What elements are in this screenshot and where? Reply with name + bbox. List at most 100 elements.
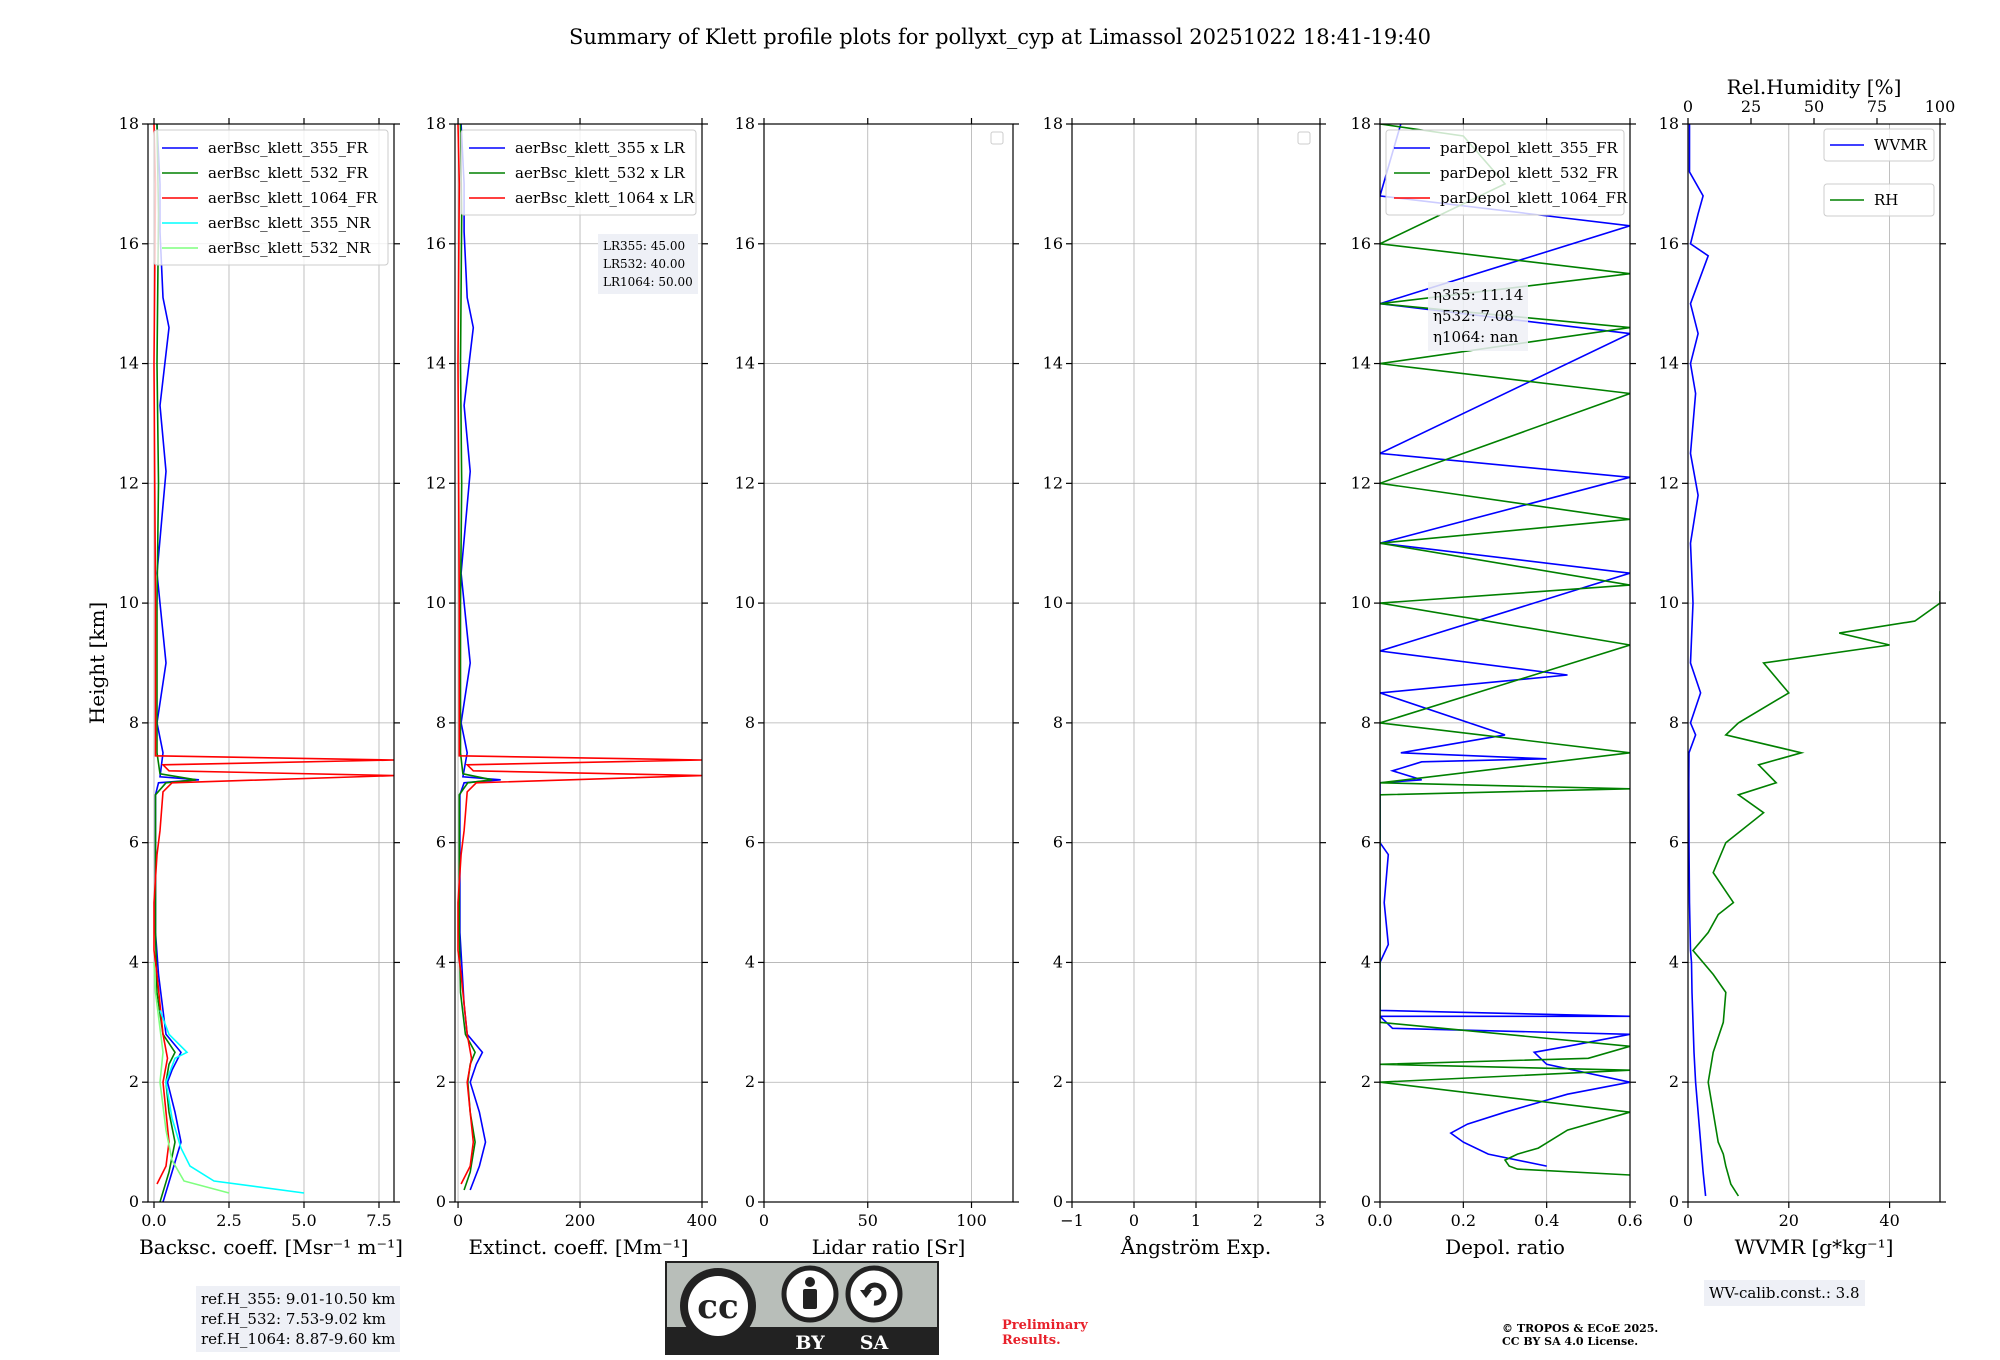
y-tick-label: 10 xyxy=(426,593,446,612)
series-line-WVMR xyxy=(1688,124,1710,1197)
sa-share-icon xyxy=(845,1265,903,1323)
legend-label: WVMR xyxy=(1874,136,1928,154)
x-axis-label: Extinct. coeff. [Mm⁻¹] xyxy=(468,1235,688,1259)
y-tick-label: 14 xyxy=(1043,354,1063,373)
series-line-aerBsc_klett_355 x LR xyxy=(459,124,501,1191)
lr-532: LR532: 40.00 xyxy=(603,257,686,271)
y-tick-label: 4 xyxy=(129,952,139,971)
y-tick-label: 4 xyxy=(1053,952,1063,971)
x-tick-label: 100 xyxy=(956,1211,987,1230)
svg-text:cc: cc xyxy=(697,1287,738,1327)
y-tick-label: 6 xyxy=(436,833,446,852)
y-tick-label: 12 xyxy=(735,473,755,492)
y-tick-label: 16 xyxy=(1659,234,1679,253)
sa-label: SA xyxy=(860,1332,889,1354)
y-tick-label: 12 xyxy=(119,473,139,492)
y-tick-label: 8 xyxy=(129,713,139,732)
y-tick-label: 0 xyxy=(745,1192,755,1211)
series-line-aerBsc_klett_355_NR xyxy=(159,1010,305,1194)
x-tick-label: 20 xyxy=(1779,1211,1799,1230)
y-tick-label: 6 xyxy=(129,833,139,852)
x-tick-label: 7.5 xyxy=(366,1211,391,1230)
y-tick-label: 0 xyxy=(1669,1192,1679,1211)
legend-label: aerBsc_klett_355_NR xyxy=(208,214,371,232)
y-tick-label: 6 xyxy=(1361,833,1371,852)
legend-label: parDepol_klett_532_FR xyxy=(1440,164,1618,182)
eta-532: η532: 7.08 xyxy=(1433,307,1514,325)
x-tick-label: 0.0 xyxy=(1367,1211,1392,1230)
eta-1064: η1064: nan xyxy=(1433,328,1519,346)
y-tick-label: 2 xyxy=(436,1072,446,1091)
legend-label: aerBsc_klett_355_FR xyxy=(208,139,368,157)
x-tick-label: 0 xyxy=(453,1211,463,1230)
by-label: BY xyxy=(795,1332,825,1354)
y-tick-label: 18 xyxy=(119,114,139,133)
y-tick-label: 4 xyxy=(1361,952,1371,971)
y-tick-label: 10 xyxy=(1351,593,1371,612)
y-tick-label: 14 xyxy=(426,354,446,373)
y-tick-label: 18 xyxy=(426,114,446,133)
x-axis-label: Lidar ratio [Sr] xyxy=(812,1235,966,1259)
legend-box xyxy=(1385,129,1625,216)
axes-frame xyxy=(454,123,703,1203)
lidar-ratio-box: LR355: 45.00 LR532: 40.00 LR1064: 50.00 xyxy=(598,234,698,294)
x-axis-label: Backsc. coeff. [Msr⁻¹ m⁻¹] xyxy=(139,1235,403,1259)
y-tick-label: 16 xyxy=(426,234,446,253)
x-tick-label: 2 xyxy=(1253,1211,1263,1230)
eta-box: η355: 11.14 η532: 7.08 η1064: nan xyxy=(1428,282,1529,351)
y-tick-label: 10 xyxy=(1659,593,1679,612)
x-tick-label: 1 xyxy=(1191,1211,1201,1230)
y-tick-label: 14 xyxy=(735,354,755,373)
panel-5: 0 2 4 6 8 10 12 14 16 18 0.0 0.2 0.4 0.6 Depol. ratio p… xyxy=(1351,114,1643,1259)
x-tick-label: 50 xyxy=(858,1211,878,1230)
y-tick-label: 12 xyxy=(1351,473,1371,492)
x-tick-label: 0.0 xyxy=(141,1211,166,1230)
ref-height-1064: ref.H_1064: 8.87-9.60 km xyxy=(201,1330,396,1348)
y-tick-label: 8 xyxy=(1361,713,1371,732)
x-axis-label: WVMR [g*kg⁻¹] xyxy=(1735,1235,1894,1259)
x-tick-label: 0.2 xyxy=(1451,1211,1476,1230)
x-tick-label: 0 xyxy=(759,1211,769,1230)
y-tick-label: 16 xyxy=(1043,234,1063,253)
y-tick-label: 14 xyxy=(1659,354,1679,373)
legend-label: aerBsc_klett_355 x LR xyxy=(515,139,686,157)
empty-legend xyxy=(1297,131,1311,145)
lr-355: LR355: 45.00 xyxy=(603,239,686,253)
legend-box xyxy=(1823,128,1935,162)
copyright-note: © TROPOS & ECoE 2025. CC BY SA 4.0 Licen… xyxy=(1502,1322,1659,1348)
legend-box xyxy=(460,129,697,216)
x-tick-label: 400 xyxy=(687,1211,718,1230)
y-tick-label: 8 xyxy=(745,713,755,732)
x-tick-label: −1 xyxy=(1060,1211,1084,1230)
preliminary-note: Preliminary Results. xyxy=(1002,1318,1088,1348)
x-tick-label: 0.6 xyxy=(1617,1211,1642,1230)
y-tick-label: 18 xyxy=(735,114,755,133)
top-x-axis-label: Rel.Humidity [%] xyxy=(1727,75,1902,99)
x-axis-label: Depol. ratio xyxy=(1445,1235,1565,1259)
y-tick-label: 4 xyxy=(1669,952,1679,971)
legend-label: parDepol_klett_1064_FR xyxy=(1440,189,1628,207)
y-tick-label: 2 xyxy=(1361,1072,1371,1091)
y-tick-label: 6 xyxy=(1669,833,1679,852)
wv-calib-const: WV-calib.const.: 3.8 xyxy=(1709,1284,1860,1302)
y-tick-label: 14 xyxy=(1351,354,1371,373)
y-tick-label: 6 xyxy=(745,833,755,852)
y-tick-label: 2 xyxy=(745,1072,755,1091)
legend-label: aerBsc_klett_532_NR xyxy=(208,239,371,257)
y-tick-label: 2 xyxy=(129,1072,139,1091)
series-group xyxy=(153,124,394,1202)
series-group xyxy=(457,124,702,1191)
x-tick-label: 0.4 xyxy=(1534,1211,1559,1230)
y-tick-label: 8 xyxy=(1669,713,1679,732)
series-line-aerBsc_klett_532 x LR xyxy=(458,124,493,1191)
y-tick-label: 0 xyxy=(436,1192,446,1211)
y-tick-label: 4 xyxy=(745,952,755,971)
eta-355: η355: 11.14 xyxy=(1433,286,1524,304)
y-tick-label: 18 xyxy=(1351,114,1371,133)
series-line-parDepol_klett_355_FR xyxy=(1380,124,1630,1167)
y-tick-label: 16 xyxy=(735,234,755,253)
top-x-tick-label: 100 xyxy=(1925,97,1956,116)
y-tick-label: 4 xyxy=(436,952,446,971)
